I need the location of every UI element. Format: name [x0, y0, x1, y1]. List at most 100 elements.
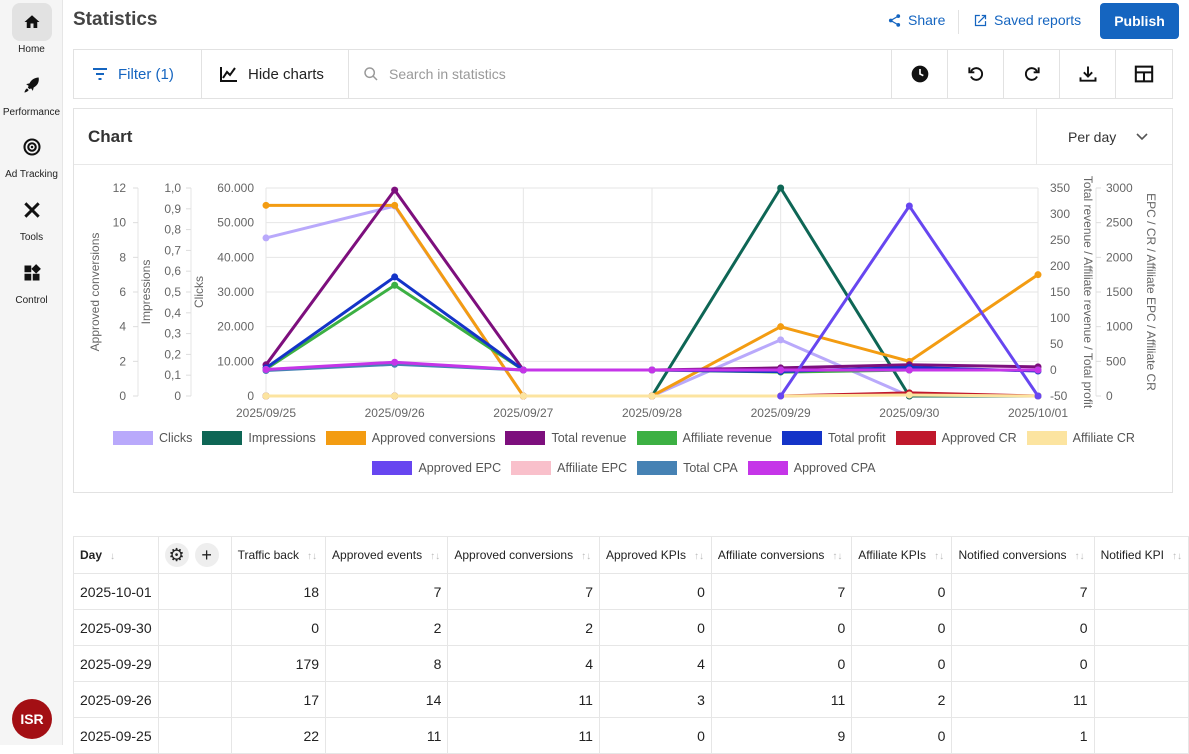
- table-cell: 0: [598, 609, 712, 646]
- legend-item[interactable]: Total profit: [781, 431, 886, 445]
- table-row[interactable]: 2025-09-30 0 2 2 0 0 0 0: [73, 609, 1189, 646]
- data-point[interactable]: [777, 366, 785, 374]
- legend-item[interactable]: Total revenue: [505, 431, 627, 445]
- legend-item[interactable]: Approved conversions: [325, 431, 495, 445]
- data-point[interactable]: [905, 391, 913, 399]
- data-point[interactable]: [648, 366, 656, 374]
- table-cell: [157, 681, 232, 718]
- legend-label: Affiliate CR: [1072, 431, 1135, 445]
- sort-icon[interactable]: ↑↓: [306, 551, 317, 562]
- data-point[interactable]: [391, 281, 399, 289]
- sidebar-item-control[interactable]: Control: [0, 254, 63, 306]
- column-header[interactable]: Notified KPI ↑↓: [1093, 536, 1189, 574]
- column-header[interactable]: Notified conversions ↑↓: [951, 536, 1095, 574]
- columns-button[interactable]: [1116, 50, 1172, 98]
- column-header[interactable]: Affiliate conversions ↑↓: [710, 536, 853, 574]
- saved-reports-button[interactable]: Saved reports: [973, 12, 1081, 28]
- legend-item[interactable]: Approved EPC: [372, 461, 501, 475]
- line-chart-icon: [220, 67, 237, 82]
- table-row[interactable]: 2025-09-25 22 11 11 0 9 0 1: [73, 717, 1189, 754]
- avatar[interactable]: ISR: [12, 699, 52, 739]
- reset-button[interactable]: [948, 50, 1004, 98]
- data-point[interactable]: [777, 392, 785, 400]
- data-point[interactable]: [1034, 366, 1042, 374]
- column-header[interactable]: Affiliate KPIs ↑↓: [851, 536, 953, 574]
- legend-swatch: [895, 431, 936, 445]
- sort-icon[interactable]: ↑↓: [430, 551, 441, 562]
- column-header[interactable]: Traffic back ↑↓: [230, 536, 327, 574]
- legend-item[interactable]: Approved CR: [895, 431, 1017, 445]
- data-point[interactable]: [391, 201, 399, 209]
- table-row[interactable]: 2025-09-26 17 14 11 3 11 2 11: [73, 681, 1189, 718]
- legend-item[interactable]: Total CPA: [637, 461, 738, 475]
- sidebar-item-home[interactable]: Home: [0, 3, 63, 55]
- y-tick-label: 0,1: [164, 368, 181, 382]
- data-point[interactable]: [905, 202, 913, 210]
- data-point[interactable]: [648, 392, 656, 400]
- legend-item[interactable]: Affiliate revenue: [636, 431, 772, 445]
- data-point[interactable]: [262, 234, 270, 242]
- add-column-button[interactable]: +: [194, 543, 219, 567]
- legend-item[interactable]: Affiliate EPC: [511, 461, 627, 475]
- data-point[interactable]: [391, 358, 399, 366]
- column-label: Affiliate KPIs: [858, 548, 927, 562]
- data-point[interactable]: [391, 186, 399, 194]
- column-header[interactable]: Approved KPIs ↑↓: [598, 536, 712, 574]
- y-tick-label: 50.000: [217, 216, 254, 230]
- sort-icon[interactable]: ↑↓: [1074, 551, 1085, 562]
- legend-item[interactable]: Affiliate CR: [1026, 431, 1135, 445]
- data-point[interactable]: [1034, 271, 1042, 279]
- settings-gear-icon[interactable]: ⚙: [164, 543, 189, 567]
- sort-icon[interactable]: ↑↓: [832, 551, 843, 562]
- data-point[interactable]: [905, 366, 913, 374]
- refresh-button[interactable]: [1004, 50, 1060, 98]
- y-tick-label: 20.000: [217, 320, 254, 334]
- legend-swatch: [747, 461, 788, 475]
- legend-label: Approved CPA: [793, 461, 876, 475]
- sidebar-item-ad-tracking[interactable]: Ad Tracking: [0, 128, 63, 180]
- download-button[interactable]: [1060, 50, 1116, 98]
- hide-charts-button[interactable]: Hide charts: [202, 50, 349, 98]
- data-point[interactable]: [777, 323, 785, 331]
- table-row[interactable]: 2025-09-29 179 8 4 4 0 0 0: [73, 645, 1189, 682]
- column-header[interactable]: Approved conversions ↑↓: [447, 536, 600, 574]
- search-placeholder: Search in statistics: [389, 66, 506, 82]
- data-point[interactable]: [262, 201, 270, 209]
- column-header[interactable]: Approved events ↑↓: [325, 536, 449, 574]
- period-select[interactable]: Per day: [1036, 109, 1173, 164]
- column-header[interactable]: Day ↓: [73, 536, 159, 574]
- y-tick-label: 50: [1050, 337, 1064, 351]
- data-point[interactable]: [777, 336, 785, 344]
- data-point[interactable]: [262, 365, 270, 373]
- data-point[interactable]: [391, 392, 399, 400]
- legend-item[interactable]: Approved CPA: [747, 461, 876, 475]
- table-cell: 11: [951, 681, 1095, 718]
- sort-icon[interactable]: ↑↓: [934, 551, 945, 562]
- data-point[interactable]: [262, 392, 270, 400]
- filter-button[interactable]: Filter (1): [74, 50, 202, 98]
- column-label: Traffic back: [237, 548, 299, 562]
- data-point[interactable]: [777, 184, 785, 192]
- legend-item[interactable]: Clicks: [113, 431, 192, 445]
- legend-swatch: [781, 431, 822, 445]
- legend-item[interactable]: Impressions: [202, 431, 316, 445]
- data-point[interactable]: [519, 392, 527, 400]
- y-tick-label: 500: [1106, 354, 1126, 368]
- column-label: Approved events: [332, 548, 423, 562]
- table-row[interactable]: 2025-10-01 18 7 7 0 7 0 7: [73, 573, 1189, 610]
- history-button[interactable]: [892, 50, 948, 98]
- sort-icon[interactable]: ↑↓: [694, 551, 705, 562]
- sort-icon[interactable]: ↑↓: [1171, 551, 1182, 562]
- sidebar-item-tools[interactable]: Tools: [0, 191, 63, 243]
- data-point[interactable]: [519, 366, 527, 374]
- search-input[interactable]: Search in statistics: [349, 50, 892, 98]
- sidebar-item-performance[interactable]: Performance: [0, 66, 63, 118]
- sort-icon[interactable]: ↑↓: [581, 551, 592, 562]
- data-point[interactable]: [1034, 392, 1042, 400]
- data-point[interactable]: [391, 273, 399, 281]
- share-button[interactable]: Share: [887, 12, 945, 28]
- legend-label: Approved CR: [941, 431, 1017, 445]
- publish-button[interactable]: Publish: [1100, 3, 1179, 39]
- table-cell: 4: [598, 645, 712, 682]
- sort-desc-icon[interactable]: ↓: [110, 551, 116, 562]
